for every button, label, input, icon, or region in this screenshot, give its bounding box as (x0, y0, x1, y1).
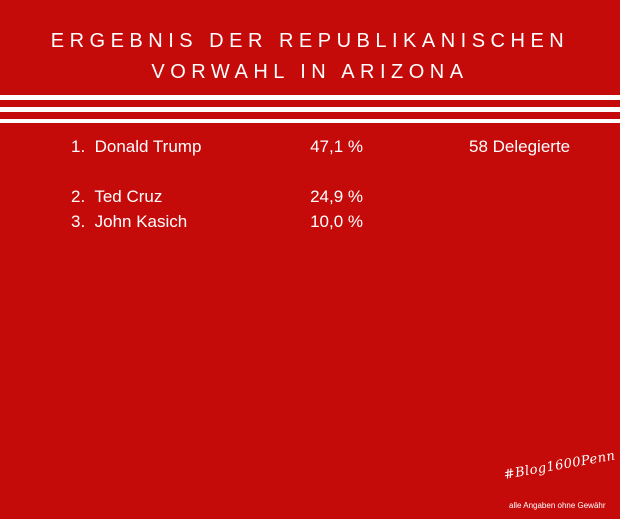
divider-stripe (0, 119, 620, 123)
result-name-trump: 1. Donald Trump (71, 137, 202, 156)
disclaimer-text: alle Angaben ohne Gewähr (509, 501, 606, 510)
divider-stripe (0, 95, 620, 100)
divider-stripe (0, 107, 620, 112)
result-name-cruz: 2. Ted Cruz (71, 187, 163, 206)
result-name-kasich: 3. John Kasich (71, 212, 188, 231)
result-delegates-trump: 58 Delegierte (469, 137, 571, 156)
result-percent-cruz: 24,9 % (310, 187, 363, 206)
result-percent-trump: 47,1 % (310, 137, 363, 156)
result-percent-kasich: 10,0 % (310, 212, 363, 231)
title-line-2: VORWAHL IN ARIZONA (151, 61, 469, 83)
title-line-1: ERGEBNIS DER REPUBLIKANISCHEN (50, 30, 570, 52)
page-title: ERGEBNIS DER REPUBLIKANISCHEN VORWAHL IN… (0, 26, 620, 88)
